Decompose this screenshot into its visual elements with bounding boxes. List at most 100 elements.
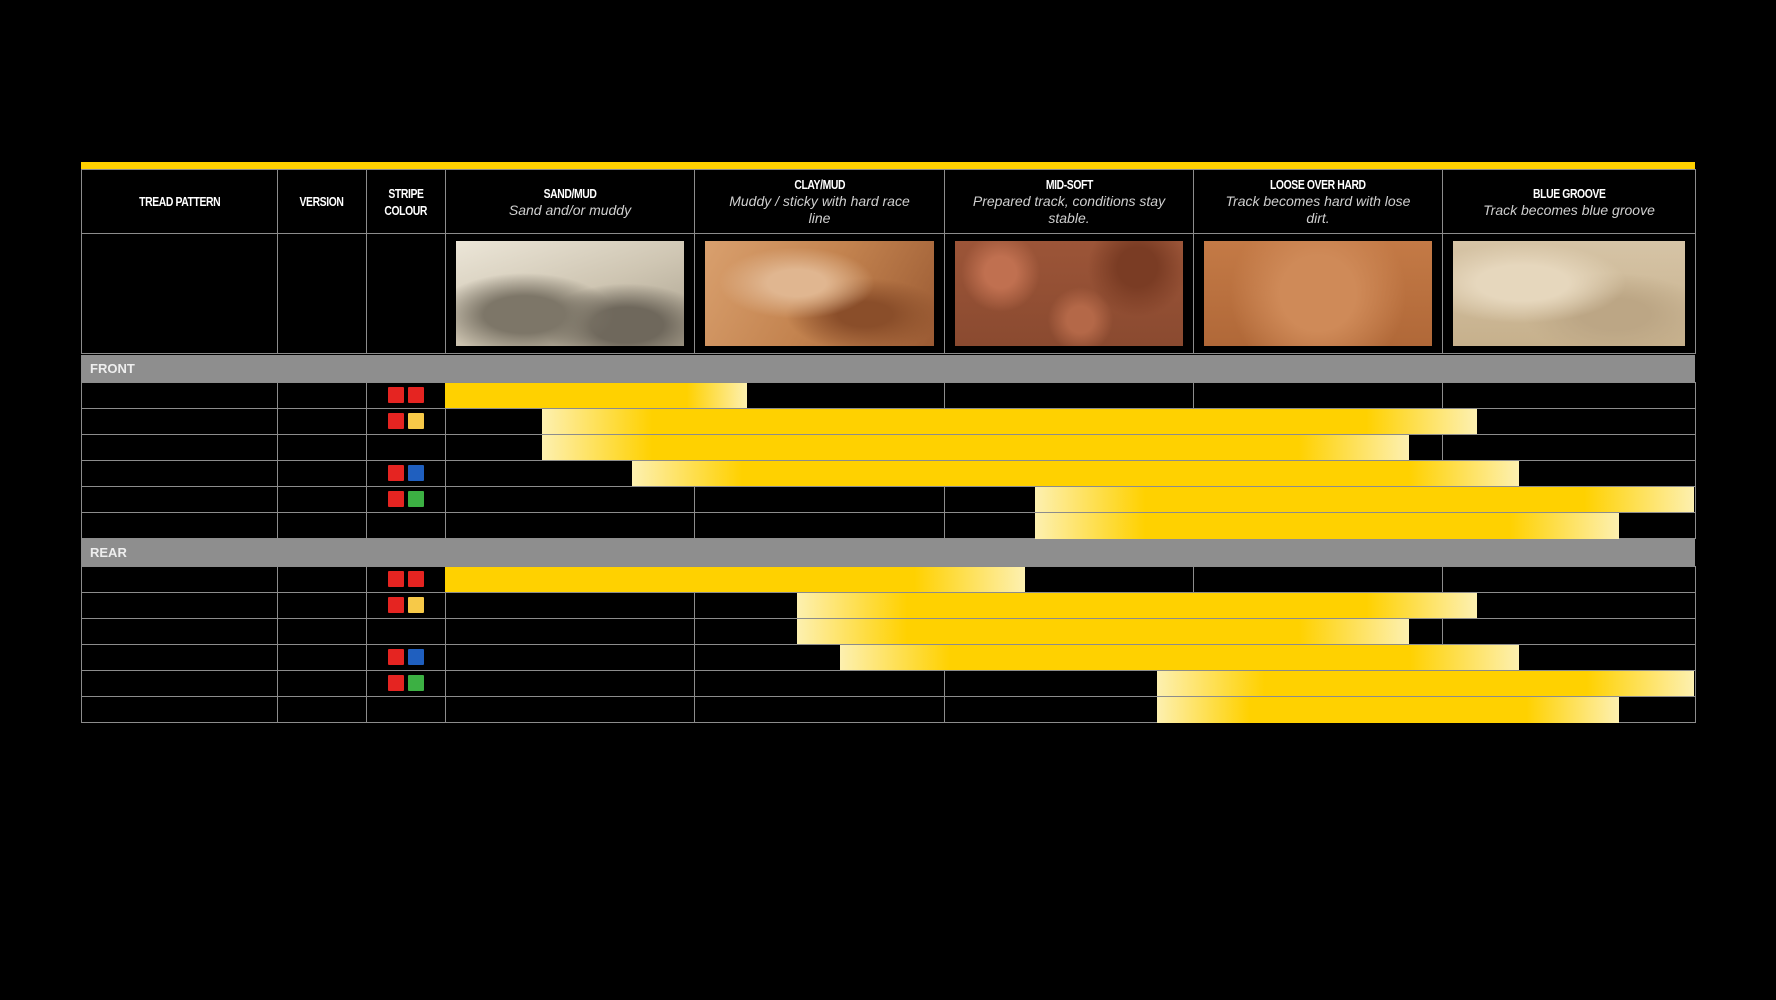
stripe-colour-swatch: [366, 460, 445, 486]
stripe-colour-swatch: [366, 486, 445, 512]
red-stripe-square: [387, 649, 404, 665]
table-cell: [366, 670, 446, 697]
header-label: TREAD PATTERN: [138, 194, 221, 209]
suitability-bar: [1156, 671, 1694, 697]
table-cell: [81, 644, 278, 671]
condition-title: LOOSE OVER HARD: [1270, 177, 1366, 192]
table-cell: [81, 434, 278, 461]
suitability-bar: [445, 567, 1025, 593]
table-cell: [81, 618, 278, 645]
condition-title: CLAY/MUD: [794, 177, 845, 192]
red-stripe-square: [387, 465, 404, 481]
table-cell: [694, 512, 945, 539]
red-stripe-square: [407, 571, 424, 587]
table-cell: [81, 382, 278, 409]
yellow-stripe-square: [407, 597, 424, 613]
table-cell: [944, 696, 1194, 723]
condition-header: LOOSE OVER HARD Track becomes hard with l…: [1193, 169, 1443, 234]
table-cell: [277, 592, 367, 619]
table-cell: [81, 592, 278, 619]
green-stripe-square: [407, 675, 424, 691]
table-cell: [277, 408, 367, 435]
tread-pattern-chart: TREAD PATTERN VERSION STRIPE COLOUR SAND/MUD…: [81, 162, 1696, 724]
blue-stripe-square: [407, 465, 424, 481]
table-cell: [277, 460, 367, 487]
suitability-bar: [1034, 487, 1694, 513]
loose-over-hard-photo: [1204, 241, 1432, 346]
table-cell: [277, 696, 367, 723]
suitability-bar: [1034, 513, 1620, 539]
table-cell: [445, 644, 695, 671]
clay-photo: [705, 241, 934, 346]
green-stripe-square: [407, 491, 424, 507]
section-label: REAR: [90, 545, 127, 560]
table-cell: [277, 670, 367, 697]
condition-image-cell: [445, 233, 695, 354]
version-header: VERSION: [277, 169, 367, 234]
condition-subtitle: Track becomes blue groove: [1483, 201, 1655, 218]
stripe-colour-swatch: [366, 408, 445, 434]
mid-soft-photo: [955, 241, 1183, 346]
table-cell: [81, 670, 278, 697]
suitability-bar: [542, 409, 1477, 435]
condition-header: CLAY/MUD Muddy / sticky with hard race li…: [694, 169, 945, 234]
suitability-bar: [632, 461, 1520, 487]
section-header-rear: REAR: [81, 539, 1695, 566]
empty-cell: [366, 233, 446, 354]
table-cell: [445, 696, 695, 723]
section-label: FRONT: [90, 361, 135, 376]
table-cell: [1442, 566, 1696, 593]
table-cell: [1193, 382, 1443, 409]
red-stripe-square: [387, 413, 404, 429]
condition-image-cell: [1193, 233, 1443, 354]
suitability-bar: [542, 435, 1410, 461]
red-stripe-square: [387, 675, 404, 691]
condition-subtitle: Muddy / sticky with hard race line: [729, 193, 910, 226]
header-label: STRIPE: [388, 185, 424, 201]
table-cell: [1442, 592, 1696, 619]
condition-header: SAND/MUD Sand and/or muddy: [445, 169, 695, 234]
top-accent-line: [81, 162, 1695, 169]
table-cell: [81, 408, 278, 435]
table-cell: [81, 486, 278, 513]
condition-title: BLUE GROOVE: [1532, 185, 1606, 201]
stripe-colour-swatch: [366, 566, 445, 592]
section-header-front: FRONT: [81, 355, 1695, 382]
table-cell: [366, 696, 446, 723]
red-stripe-square: [387, 597, 404, 613]
suitability-bar: [1156, 697, 1620, 723]
condition-header: BLUE GROOVE Track becomes blue groove: [1442, 169, 1696, 234]
red-stripe-square: [387, 571, 404, 587]
table-cell: [694, 486, 945, 513]
stripe-colour-swatch: [366, 670, 445, 696]
table-cell: [1193, 566, 1443, 593]
condition-subtitle: Prepared track, conditions stay stable.: [972, 193, 1166, 226]
table-cell: [1442, 434, 1696, 461]
table-cell: [944, 382, 1194, 409]
table-cell: [277, 382, 367, 409]
empty-cell: [277, 233, 367, 354]
table-cell: [366, 618, 446, 645]
tread-pattern-header: TREAD PATTERN: [81, 169, 278, 234]
table-cell: [1442, 618, 1696, 645]
condition-header: MID-SOFT Prepared track, conditions stay …: [944, 169, 1194, 234]
table-cell: [277, 512, 367, 539]
table-cell: [366, 512, 446, 539]
table-cell: [694, 670, 945, 697]
condition-image-cell: [1442, 233, 1696, 354]
table-cell: [277, 566, 367, 593]
blue-groove-photo: [1453, 241, 1685, 346]
table-cell: [445, 670, 695, 697]
suitability-bar: [797, 593, 1477, 619]
yellow-stripe-square: [407, 413, 424, 429]
condition-title: SAND/MUD: [543, 185, 597, 201]
red-stripe-square: [387, 491, 404, 507]
stripe-colour-header: STRIPE COLOUR: [366, 169, 446, 234]
red-stripe-square: [407, 387, 424, 403]
table-cell: [1442, 408, 1696, 435]
table-cell: [81, 512, 278, 539]
table-cell: [81, 566, 278, 593]
stripe-colour-swatch: [366, 592, 445, 618]
table-cell: [445, 486, 695, 513]
condition-image-cell: [694, 233, 945, 354]
